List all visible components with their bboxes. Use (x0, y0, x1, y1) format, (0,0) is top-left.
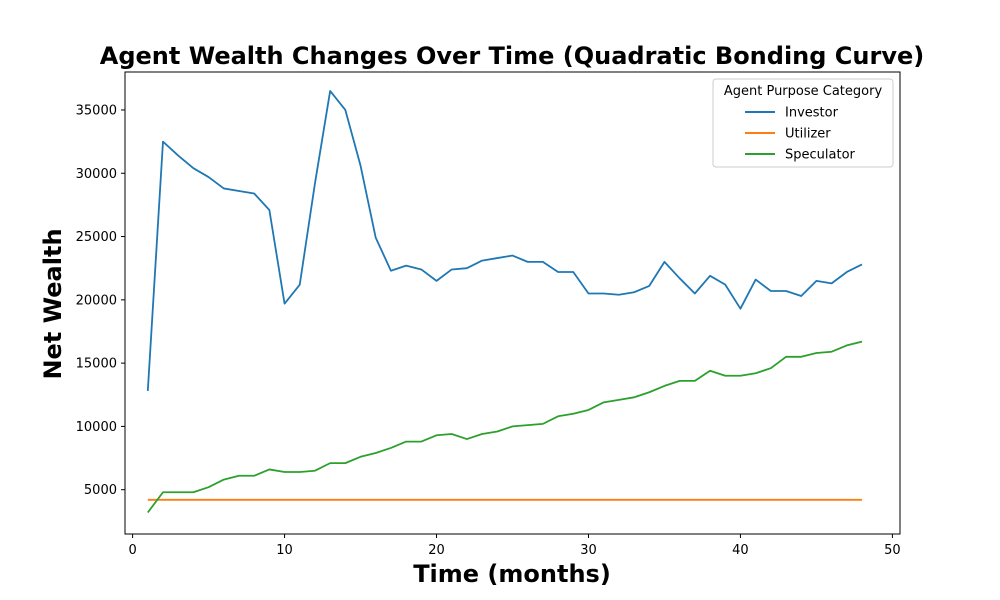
x-tick-label: 30 (580, 543, 597, 558)
series-line-speculator (147, 340, 863, 514)
x-tick-label: 50 (884, 543, 901, 558)
y-tick-label: 30000 (76, 167, 117, 182)
legend-label-speculator: Speculator (785, 148, 856, 163)
legend: Agent Purpose Category Investor Utilizer S… (712, 78, 894, 168)
axes-frame (124, 71, 901, 535)
x-axis-label: Time (months) (413, 560, 611, 588)
y-tick-label: 35000 (76, 103, 117, 118)
y-tick-label: 25000 (76, 230, 117, 245)
series-line-investor (146, 90, 863, 392)
x-tick-label: 40 (732, 543, 749, 558)
y-tick-label: 10000 (76, 420, 117, 435)
y-tick-label: 20000 (76, 293, 117, 308)
y-tick-label: 15000 (76, 357, 117, 372)
legend-label-utilizer: Utilizer (785, 127, 831, 142)
x-tick-label: 20 (428, 543, 445, 558)
y-axis-label: Net Wealth (39, 228, 67, 379)
legend-label-investor: Investor (785, 106, 839, 121)
x-tick-label: 10 (276, 543, 293, 558)
x-tick-label: 0 (128, 543, 136, 558)
chart-title: Agent Wealth Changes Over Time (Quadrati… (100, 42, 924, 70)
plot-area: 0 10 20 30 40 50 5000 10000 15000 20000 25000 30000… (76, 71, 901, 558)
legend-title: Agent Purpose Category (724, 84, 883, 99)
y-tick-label: 5000 (84, 483, 117, 498)
legend-box (712, 78, 894, 168)
